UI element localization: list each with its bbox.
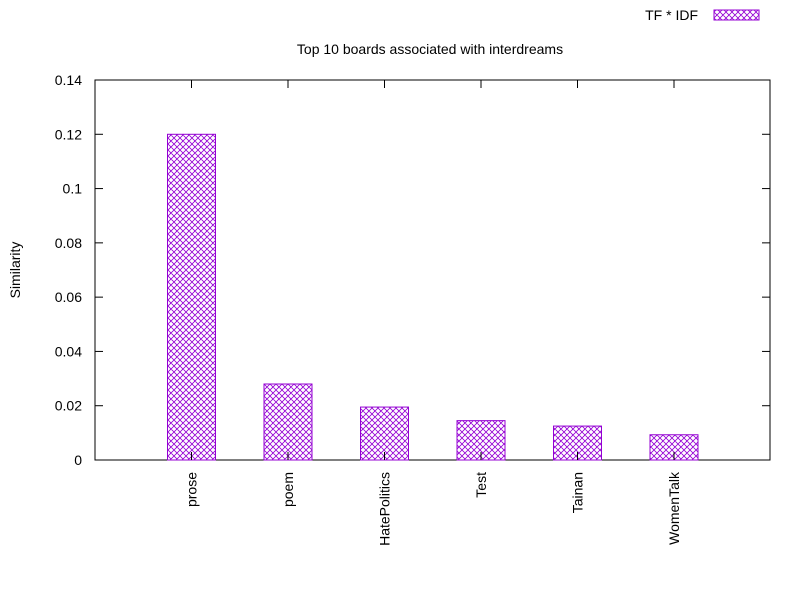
x-tick-label: prose: [184, 472, 200, 507]
y-axis-ticks: 0 0.02 0.04 0.06 0.08 0.1 0.12 0.14: [55, 72, 770, 468]
bars: [167, 133, 699, 461]
x-tick-label: Test: [473, 472, 489, 498]
y-tick-label: 0.14: [55, 72, 82, 88]
bar-poem: [263, 383, 313, 461]
y-tick-label: 0.04: [55, 343, 82, 359]
x-tick-label: poem: [280, 472, 296, 507]
x-axis-tick-labels: prose poem HatePolitics Test Tainan WomenTalk: [184, 80, 682, 546]
y-tick-label: 0.12: [55, 126, 82, 142]
y-tick-label: 0.06: [55, 289, 82, 305]
y-axis-label: Similarity: [7, 242, 23, 299]
bar-prose: [167, 133, 216, 461]
x-tick-label: Tainan: [570, 472, 586, 513]
legend-label: TF * IDF: [645, 7, 698, 23]
x-tick-label: HatePolitics: [377, 472, 393, 546]
legend: TF * IDF: [645, 7, 760, 23]
y-tick-label: 0.1: [63, 181, 83, 197]
x-tick-label: WomenTalk: [666, 471, 682, 545]
chart-title: Top 10 boards associated with interdream…: [297, 41, 563, 57]
y-tick-label: 0.08: [55, 235, 82, 251]
legend-swatch: [713, 9, 760, 21]
y-tick-label: 0.02: [55, 398, 82, 414]
plot-frame: [94, 79, 771, 461]
y-tick-label: 0: [74, 452, 82, 468]
